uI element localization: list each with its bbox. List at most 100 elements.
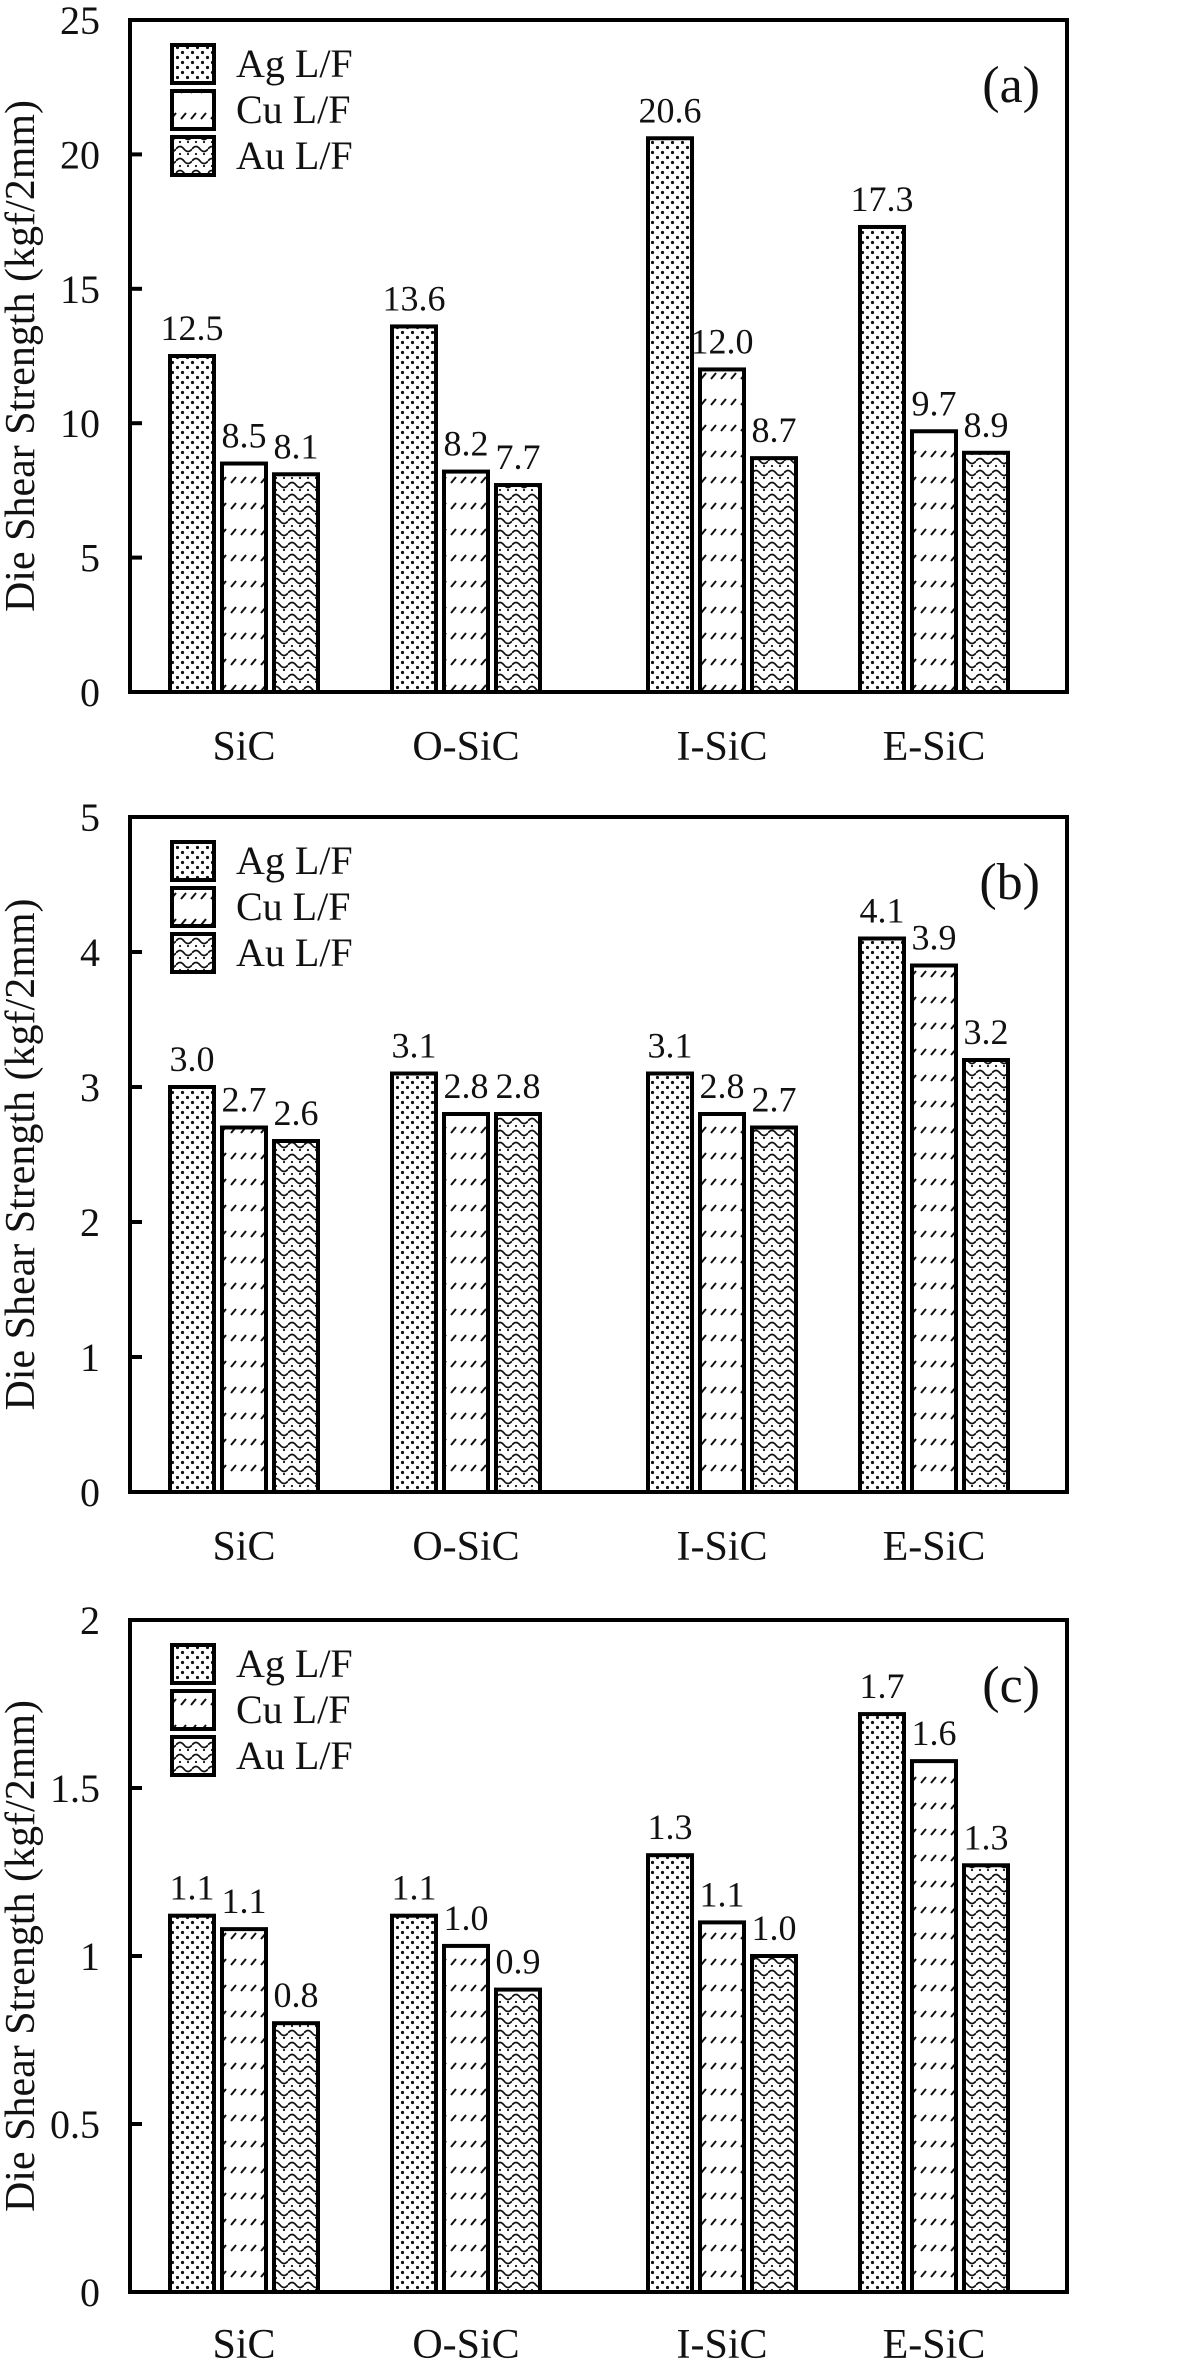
bar-value-label: 8.2 <box>444 424 489 464</box>
bar-value-label: 2.7 <box>752 1080 797 1120</box>
bar-ag-l-f-e-sic <box>858 1712 906 2294</box>
bar-ag-l-f-o-sic <box>390 1913 438 2295</box>
bar-value-label: 1.3 <box>964 1817 1009 1857</box>
panel-tag: (b) <box>979 854 1040 911</box>
legend-label: Ag L/F <box>236 838 353 883</box>
legend-label: Au L/F <box>236 133 353 178</box>
legend-swatch-dots <box>170 840 216 882</box>
bar-value-label: 8.1 <box>274 426 319 466</box>
x-category-label: O-SiC <box>412 1524 519 1570</box>
bar-value-label: 4.1 <box>860 891 905 931</box>
bar-value-label: 1.1 <box>700 1874 745 1914</box>
x-category-label: I-SiC <box>676 724 767 770</box>
y-tick-label: 20 <box>60 132 100 177</box>
bar-value-label: 3.1 <box>648 1026 693 1066</box>
y-tick-label: 5 <box>80 536 100 581</box>
bar-cu-l-f-o-sic <box>442 469 490 695</box>
bar-ag-l-f-e-sic <box>858 936 906 1494</box>
bar-value-label: 8.7 <box>752 410 797 450</box>
bar-ag-l-f-sic <box>168 1913 216 2295</box>
legend-label: Cu L/F <box>236 87 350 132</box>
x-category-label: SiC <box>212 2322 275 2367</box>
x-category-label: I-SiC <box>676 2322 767 2367</box>
bar-value-label: 3.9 <box>912 918 957 958</box>
bar-value-label: 1.3 <box>648 1807 693 1847</box>
legend-swatch-dashes <box>170 1689 216 1731</box>
bar-value-label: 20.6 <box>639 90 702 130</box>
bar-value-label: 1.1 <box>392 1868 437 1908</box>
panel-tag: (a) <box>982 57 1040 114</box>
bar-value-label: 3.0 <box>170 1039 215 1079</box>
y-tick-label: 5 <box>80 795 100 840</box>
y-tick-label: 1 <box>80 1934 100 1979</box>
legend-label: Au L/F <box>236 1733 353 1778</box>
bar-value-label: 2.6 <box>274 1093 319 1133</box>
legend-label: Cu L/F <box>236 884 350 929</box>
bar-au-l-f-sic <box>272 472 320 694</box>
bar-au-l-f-i-sic <box>750 456 798 695</box>
bar-cu-l-f-o-sic <box>442 1112 490 1494</box>
x-category-label: E-SiC <box>883 724 986 770</box>
bar-au-l-f-sic <box>272 2021 320 2294</box>
bar-value-label: 17.3 <box>851 179 914 219</box>
bar-value-label: 9.7 <box>912 383 957 423</box>
bar-ag-l-f-sic <box>168 354 216 694</box>
bar-value-label: 2.7 <box>222 1080 267 1120</box>
y-tick-label: 0 <box>80 1470 100 1515</box>
legend-swatch-waves <box>170 135 216 177</box>
legend-swatch-dots <box>170 1643 216 1685</box>
x-category-label: E-SiC <box>883 1524 986 1570</box>
legend-swatch-waves <box>170 932 216 974</box>
chart-panel-a: 0 5 10 15 20 25 Die Shear Strength (kgf/2mm) Si… <box>0 0 1069 770</box>
y-axis-title: Die Shear Strength (kgf/2mm) <box>0 898 44 1410</box>
legend-label: Cu L/F <box>236 1687 350 1732</box>
y-tick-label: 1.5 <box>50 1766 100 1811</box>
y-tick-label: 3 <box>80 1065 100 1110</box>
bar-value-label: 2.8 <box>700 1066 745 1106</box>
y-tick-label: 1 <box>80 1335 100 1380</box>
bar-value-label: 2.8 <box>496 1066 541 1106</box>
bar-value-label: 3.2 <box>964 1012 1009 1052</box>
bar-value-label: 12.5 <box>161 308 224 348</box>
panel-tag: (c) <box>982 1657 1040 1714</box>
legend-swatch-dashes <box>170 89 216 131</box>
x-category-label: SiC <box>212 724 275 770</box>
plot-frame <box>128 18 1069 694</box>
bar-cu-l-f-i-sic <box>698 1920 746 2295</box>
legend-swatch-waves <box>170 1735 216 1777</box>
y-tick-label: 0 <box>80 2270 100 2315</box>
y-tick-label: 2 <box>80 1598 100 1643</box>
x-category-label: SiC <box>212 1524 275 1570</box>
bar-value-label: 8.5 <box>222 416 267 456</box>
bar-cu-l-f-i-sic <box>698 1112 746 1494</box>
bar-value-label: 0.9 <box>496 1942 541 1982</box>
bar-au-l-f-i-sic <box>750 1125 798 1494</box>
legend-swatch-dashes <box>170 886 216 928</box>
bar-cu-l-f-e-sic <box>910 429 958 694</box>
bar-value-label: 1.0 <box>752 1908 797 1948</box>
bar-value-label: 2.8 <box>444 1066 489 1106</box>
bar-value-label: 1.7 <box>860 1666 905 1706</box>
bar-value-label: 13.6 <box>383 278 446 318</box>
bar-ag-l-f-o-sic <box>390 1071 438 1494</box>
bar-ag-l-f-i-sic <box>646 136 694 695</box>
legend-label: Ag L/F <box>236 41 353 86</box>
chart-panel-b: 0 1 2 3 4 5 Die Shear Strength (kgf/2mm) SiC O-S… <box>0 795 1069 1570</box>
bar-cu-l-f-sic <box>220 1125 268 1494</box>
y-tick-label: 2 <box>80 1200 100 1245</box>
bar-ag-l-f-sic <box>168 1085 216 1494</box>
bar-ag-l-f-o-sic <box>390 324 438 694</box>
bar-cu-l-f-sic <box>220 461 268 694</box>
y-axis-title: Die Shear Strength (kgf/2mm) <box>0 1700 44 2212</box>
y-tick-label: 10 <box>60 401 100 446</box>
y-tick-label: 0 <box>80 670 100 715</box>
bar-au-l-f-o-sic <box>494 483 542 694</box>
x-category-label: O-SiC <box>412 724 519 770</box>
legend: Ag L/FCu L/FAu L/F <box>170 41 353 178</box>
bar-au-l-f-e-sic <box>962 450 1010 694</box>
chart-panel-c: 0 0.5 1 1.5 2 Die Shear Strength (kgf/2mm) SiC… <box>0 1598 1069 2367</box>
bar-ag-l-f-i-sic <box>646 1853 694 2294</box>
bar-au-l-f-e-sic <box>962 1058 1010 1494</box>
bar-au-l-f-o-sic <box>494 1112 542 1494</box>
legend: Ag L/FCu L/FAu L/F <box>170 1641 353 1778</box>
